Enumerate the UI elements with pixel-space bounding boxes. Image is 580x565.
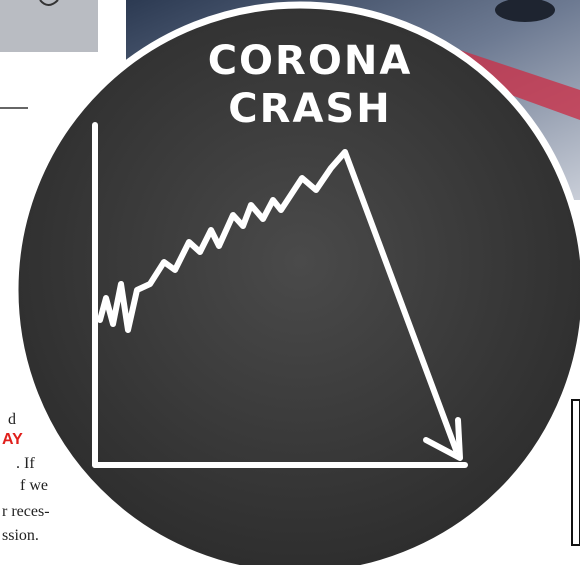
article-text: f we	[20, 477, 48, 494]
box-border	[572, 400, 580, 545]
headline-line: CRASH	[228, 86, 391, 132]
article-text: ssion.	[2, 527, 39, 544]
article-text: AY	[2, 431, 23, 448]
page: d AY . If f we r reces- ssion. CORONA CR…	[0, 0, 580, 565]
scene: d AY . If f we r reces- ssion. CORONA CR…	[0, 0, 580, 565]
headline-line: CORONA	[208, 38, 413, 84]
article-text: r reces-	[2, 503, 50, 520]
article-text: . If	[16, 455, 35, 472]
photo-fragment	[0, 0, 98, 52]
article-text: d	[8, 411, 16, 428]
